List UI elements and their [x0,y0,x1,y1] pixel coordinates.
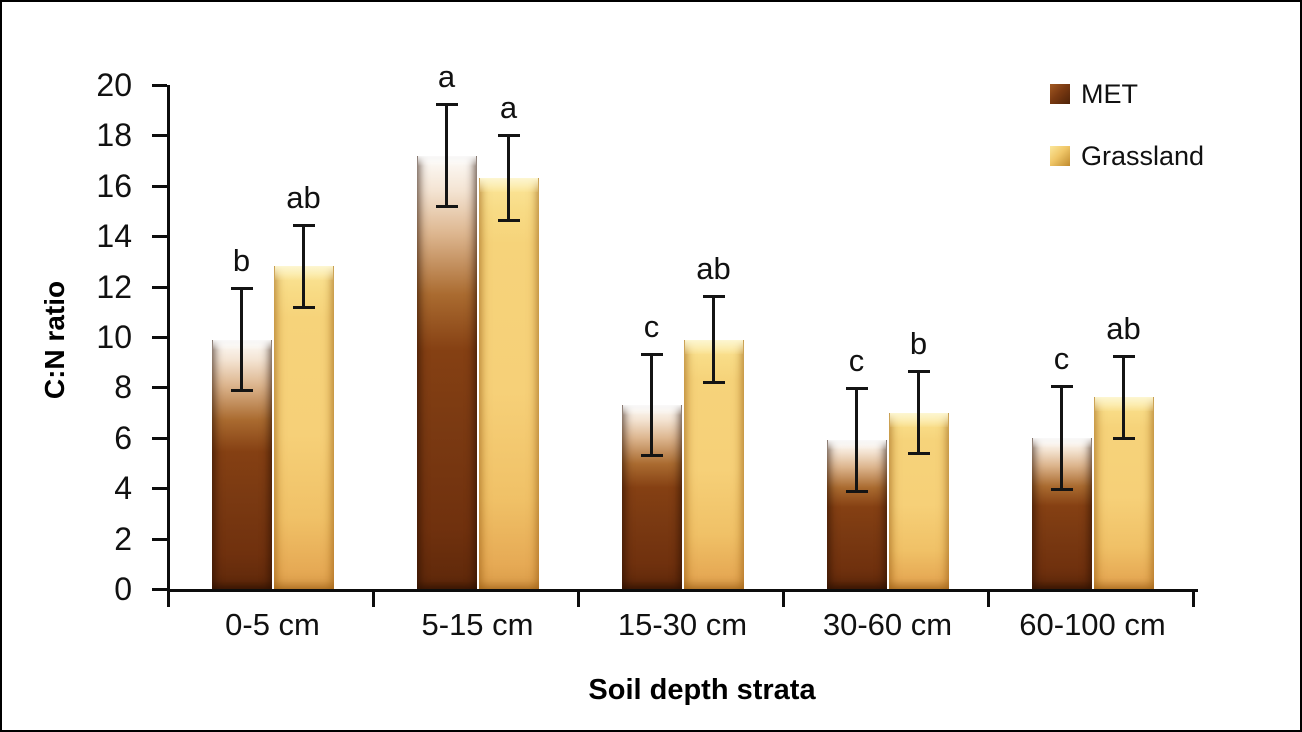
legend-swatch-icon [1050,84,1070,104]
error-bar [1112,354,1135,441]
error-bar-cap [702,295,725,299]
significance-letter: c [643,309,660,345]
error-bar-cap [292,306,315,310]
x-category-label: 30-60 cm [822,607,953,642]
bar-grassland-5-15cm [478,178,539,589]
y-tick-label: 12 [96,268,132,305]
error-bar-stem [855,390,858,491]
significance-letter: a [499,90,518,126]
error-bar-stem [712,298,715,381]
error-bar [640,353,663,457]
error-bar-stem [1122,357,1125,438]
y-tick-label: 14 [96,218,132,255]
y-tick-mark [152,235,167,239]
x-category-label: 0-5 cm [225,607,320,642]
significance-letter: ab [1106,310,1141,346]
significance-letter: a [437,58,456,94]
x-category-label: 5-15 cm [421,607,534,642]
x-tick-mark [577,592,580,607]
error-bar-cap [230,389,253,393]
error-bar-cap [497,219,520,223]
error-bar-stem [240,289,243,390]
error-bar-stem [445,105,448,206]
error-bar-stem [302,226,305,307]
error-bar-stem [917,372,920,453]
error-bar [907,369,930,456]
y-tick-mark [152,386,167,390]
y-tick-label: 0 [114,571,132,607]
x-category-label: 60-100 cm [1019,607,1166,642]
error-bar-cap [1050,487,1073,491]
bar-grassland-30-60cm [888,412,949,589]
error-bar [845,387,868,494]
error-bar-stem [1060,387,1063,488]
error-bar [435,102,458,209]
y-tick-mark [152,436,167,440]
x-axis-line [167,589,1198,592]
error-bar [702,295,725,384]
error-bar-cap [845,387,868,391]
error-bar [292,223,315,310]
error-bar-cap [497,134,520,138]
error-bar-cap [435,205,458,209]
error-bar-cap [907,369,930,373]
legend-label: Grassland [1081,141,1205,171]
bar-met-5-15cm [416,155,477,589]
significance-letter: b [232,242,251,278]
legend-item-grassland: Grassland [1050,142,1204,170]
legend: MET Grassland [1050,80,1204,170]
error-bar-cap [1050,384,1073,388]
error-bar-cap [640,453,663,457]
legend-swatch-icon [1050,146,1070,166]
error-bar-cap [435,102,458,106]
significance-letter: c [848,343,865,379]
error-bar-cap [292,223,315,227]
x-tick-mark [782,592,785,607]
x-category-label: 15-30 cm [617,607,748,642]
error-bar-cap [702,380,725,384]
y-tick-label: 6 [114,419,132,456]
error-bar-cap [640,353,663,357]
significance-letter: b [909,325,928,361]
y-tick-mark [152,134,167,138]
error-bar [1050,384,1073,491]
significance-letter: ab [286,179,321,215]
error-bar-cap [907,452,930,456]
y-tick-mark [152,84,167,87]
legend-label: MET [1081,79,1138,109]
y-tick-label: 16 [96,167,132,204]
y-tick-label: 4 [114,470,132,507]
significance-letter: c [1053,340,1070,376]
x-tick-mark [372,592,375,607]
y-tick-mark [152,285,167,289]
y-tick-mark [152,336,167,339]
x-axis-title: Soil depth strata [588,674,816,706]
y-tick-mark [152,184,167,188]
y-tick-label: 20 [96,67,132,103]
y-tick-label: 2 [114,520,132,557]
y-tick-mark [152,537,167,541]
x-tick-mark [1192,592,1195,607]
error-bar-stem [650,356,653,454]
y-axis-title: C:N ratio [39,280,70,400]
significance-letter: ab [696,251,731,287]
y-tick-label: 8 [114,369,132,406]
y-tick-mark [152,588,167,591]
x-tick-mark [987,592,990,607]
bar-grassland-0-5cm [273,266,334,589]
y-tick-label: 10 [96,319,132,355]
error-bar [497,134,520,223]
error-bar-cap [1112,437,1135,441]
y-tick-label: 18 [96,117,132,154]
error-bar-cap [230,286,253,290]
error-bar-cap [1112,354,1135,358]
legend-item-met: MET [1050,80,1204,108]
error-bar-cap [845,490,868,494]
y-axis-line [167,85,170,607]
error-bar [230,286,253,393]
error-bar-stem [507,137,510,220]
y-tick-mark [152,487,167,491]
